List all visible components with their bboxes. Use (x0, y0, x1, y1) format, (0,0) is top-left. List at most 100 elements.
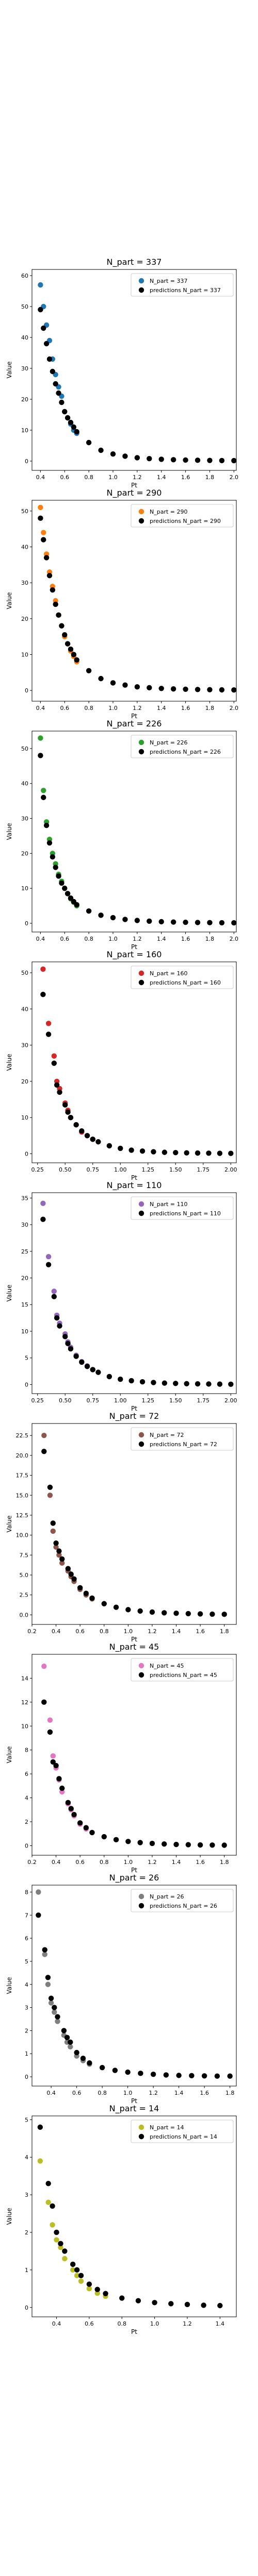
prediction-point (95, 1369, 101, 1375)
prediction-point (106, 1374, 112, 1380)
x-tick-label: 1.50 (169, 1166, 182, 1173)
prediction-point (38, 307, 43, 313)
y-axis-label: Value (6, 1747, 13, 1764)
legend-entry: predictions N_part = 160 (150, 979, 221, 986)
prediction-point (151, 1149, 156, 1155)
x-axis-label: Pt (131, 1636, 137, 1643)
prediction-point (217, 1381, 223, 1387)
x-tick-label: 1.6 (181, 474, 190, 481)
data-point (45, 2199, 51, 2205)
prediction-point (170, 686, 176, 692)
chart-title: N_part = 337 (107, 257, 162, 267)
prediction-point (42, 1947, 47, 1953)
prediction-point (128, 1378, 134, 1384)
legend: N_part = 337 predictions N_part = 337 (131, 273, 234, 297)
y-tick-label: 20 (21, 1078, 28, 1085)
legend-entry: N_part = 226 (150, 739, 188, 746)
prediction-point (125, 2069, 131, 2075)
data-point (50, 1528, 56, 1534)
chart-panel-5: N_part = 72 0.2 0.4 0.6 0.8 1.0 1.2 1.4 1.6 1.8 0.… (6, 1411, 237, 1643)
prediction-point (55, 2014, 60, 2020)
x-axis-label: Pt (131, 1405, 137, 1412)
prediction-point (84, 1133, 90, 1139)
prediction-point (68, 2039, 73, 2045)
prediction-point (122, 917, 128, 922)
prediction-point (74, 2267, 80, 2273)
prediction-point (51, 1294, 57, 1299)
prediction-point (43, 341, 50, 347)
prediction-point (189, 2073, 195, 2079)
prediction-series (38, 515, 237, 693)
prediction-point (43, 822, 50, 828)
y-axis-label: Value (6, 1054, 13, 1071)
legend-marker (138, 1893, 144, 1900)
x-tick-label: 1.2 (148, 1628, 157, 1635)
prediction-point (134, 918, 140, 923)
axes-frame (31, 2115, 237, 2317)
y-tick-label: 3 (25, 2192, 28, 2198)
x-tick-label: 1.4 (174, 2090, 184, 2096)
prediction-point (173, 1611, 179, 1616)
prediction-series (41, 1699, 227, 1848)
y-tick-label: 2 (25, 2229, 28, 2236)
x-tick-label: 1.4 (157, 474, 166, 481)
data-point (94, 2290, 100, 2296)
x-tick-label: 1.75 (197, 1397, 210, 1404)
prediction-point (71, 1811, 77, 1818)
prediction-point (206, 1381, 212, 1387)
x-tick-label: 0.6 (60, 474, 70, 481)
legend-box (131, 1889, 234, 1912)
y-tick-label: 20 (21, 850, 28, 857)
legend-entry: predictions N_part = 110 (150, 1210, 221, 1217)
prediction-point (71, 1576, 77, 1582)
legend: N_part = 160 predictions N_part = 160 (131, 965, 234, 989)
prediction-point (59, 623, 64, 629)
legend-entry: N_part = 110 (150, 1201, 188, 1208)
prediction-point (50, 1759, 56, 1765)
prediction-point (51, 1060, 57, 1066)
y-tick-label: 10 (21, 1114, 28, 1121)
prediction-point (73, 1353, 79, 1359)
prediction-point (59, 1785, 65, 1791)
prediction-point (206, 1150, 212, 1156)
y-tick-label: 15 (21, 1301, 28, 1308)
legend: N_part = 226 predictions N_part = 226 (131, 735, 234, 758)
data-series (36, 1889, 92, 2067)
prediction-point (185, 1611, 191, 1617)
prediction-point (185, 1842, 191, 1848)
prediction-point (150, 2071, 156, 2077)
prediction-point (61, 2028, 67, 2033)
x-tick-label: 1.0 (123, 2090, 133, 2096)
prediction-point (41, 537, 46, 543)
y-tick-label: 40 (21, 1006, 28, 1012)
prediction-point (64, 891, 71, 896)
y-tick-label: 0 (25, 687, 28, 694)
prediction-point (112, 2067, 118, 2073)
y-tick-label: 0 (25, 1150, 28, 1157)
prediction-point (98, 912, 104, 918)
legend-marker (138, 1441, 144, 1447)
data-point (38, 735, 43, 741)
prediction-point (74, 902, 79, 908)
prediction-point (118, 1145, 123, 1151)
y-tick-label: 30 (21, 580, 28, 586)
legend-entry: predictions N_part = 337 (150, 287, 221, 294)
axes-frame (31, 269, 237, 471)
y-tick-label: 10 (21, 1723, 28, 1730)
prediction-point (62, 409, 68, 415)
x-tick-label: 1.4 (216, 2320, 225, 2327)
data-point (86, 2286, 92, 2292)
prediction-point (207, 920, 213, 926)
prediction-point (201, 2302, 206, 2308)
y-tick-label: 7 (25, 1912, 28, 1919)
y-tick-label: 4 (25, 2154, 28, 2161)
prediction-point (209, 1611, 215, 1617)
prediction-point (86, 439, 92, 446)
y-tick-label: 40 (21, 334, 28, 341)
prediction-point (46, 573, 53, 579)
prediction-point (62, 2248, 68, 2254)
legend-entry: predictions N_part = 72 (150, 1441, 217, 1448)
y-tick-label: 10.0 (16, 1532, 29, 1539)
prediction-point (36, 1912, 41, 1918)
x-tick-label: 1.8 (205, 474, 215, 481)
